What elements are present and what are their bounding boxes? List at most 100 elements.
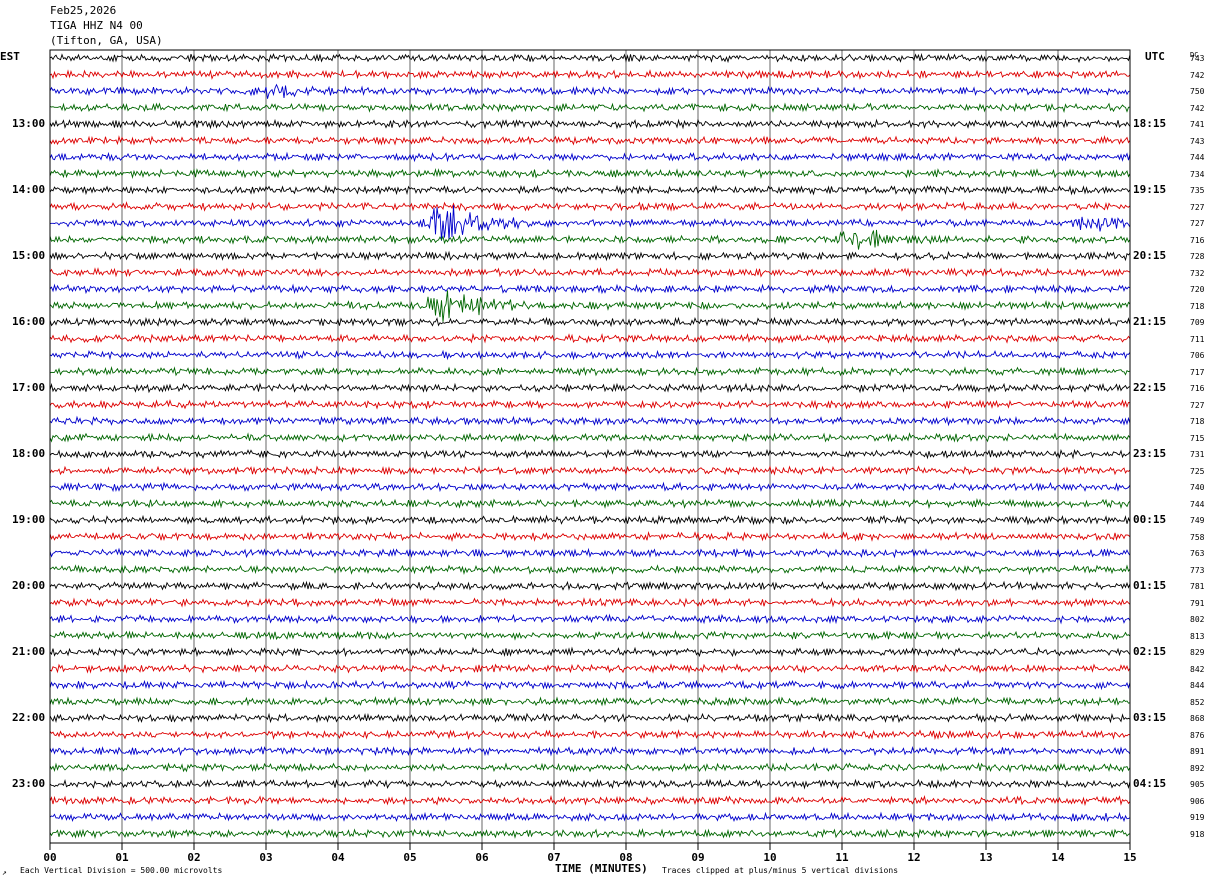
- trace-line-22: [49, 415, 1131, 427]
- x-tick-label-01: 01: [115, 851, 129, 864]
- dc-offset-label: 727: [1190, 202, 1205, 212]
- x-tick-label-07: 07: [547, 851, 561, 864]
- dc-offset-label: 740: [1190, 483, 1205, 492]
- trace-line-30: [49, 547, 1131, 559]
- utc-hour-label: 21:15: [1133, 315, 1167, 328]
- trace-line-10: [49, 205, 1131, 241]
- utc-hour-label: 20:15: [1133, 249, 1167, 262]
- x-tick-marks: [49, 843, 1131, 850]
- dc-offset-label: 725: [1190, 466, 1205, 476]
- trace-line-29: [49, 530, 1131, 542]
- trace-line-3: [49, 102, 1131, 114]
- x-tick-label-00: 00: [43, 851, 57, 864]
- trace-line-4: [49, 118, 1131, 130]
- dc-offset-label: 732: [1190, 268, 1205, 278]
- dc-offset-label: 891: [1190, 747, 1205, 756]
- dc-offset-label: 750: [1190, 87, 1205, 96]
- trace-line-41: [49, 729, 1131, 741]
- trace-line-5: [49, 135, 1131, 146]
- trace-line-2: [49, 83, 1131, 99]
- est-hour-label: 16:00: [12, 315, 46, 328]
- est-hour-label: 13:00: [12, 117, 46, 130]
- trace-line-38: [49, 679, 1131, 691]
- utc-hour-label: 02:15: [1133, 645, 1167, 658]
- est-hour-label: 17:00: [12, 381, 46, 394]
- est-label: EST: [0, 50, 20, 63]
- trace-line-32: [49, 580, 1131, 592]
- trace-line-42: [49, 745, 1131, 757]
- trace-line-17: [49, 332, 1131, 344]
- dc-offset-label: 717: [1190, 367, 1205, 377]
- dc-offset-label: 718: [1190, 417, 1205, 426]
- est-hour-label: 19:00: [12, 513, 46, 526]
- trace-line-15: [49, 290, 1131, 322]
- trace-line-47: [49, 827, 1131, 839]
- trace-group: [49, 52, 1131, 839]
- dc-offset-label: 716: [1190, 235, 1205, 245]
- corner-mark: ↗: [2, 868, 7, 877]
- est-hour-label: 18:00: [12, 447, 46, 460]
- est-hour-label: 23:00: [12, 777, 46, 790]
- trace-line-6: [49, 151, 1131, 163]
- trace-line-16: [49, 316, 1131, 328]
- dc-offset-label: 802: [1190, 615, 1205, 624]
- trace-line-26: [49, 481, 1131, 493]
- x-tick-label-03: 03: [259, 851, 273, 864]
- vertical-division-note: Each Vertical Division = 500.00 microvol…: [20, 866, 223, 875]
- x-tick-label-15: 15: [1123, 851, 1137, 864]
- trace-line-46: [49, 811, 1131, 823]
- dc-offset-label: 876: [1190, 730, 1205, 740]
- dc-offset-label: 781: [1190, 582, 1205, 591]
- plot-frame: [49, 49, 1131, 844]
- dc-offset-label: 727: [1190, 219, 1205, 228]
- header-date: Feb25,2026: [50, 4, 117, 17]
- x-tick-label-14: 14: [1051, 851, 1065, 864]
- dc-offset-label: 905: [1190, 780, 1205, 789]
- dc-offset-label: 842: [1190, 664, 1205, 674]
- x-tick-label-09: 09: [691, 851, 705, 864]
- dc-offset-label: 711: [1190, 334, 1205, 344]
- x-tick-label-02: 02: [187, 851, 201, 864]
- x-tick-label-12: 12: [907, 851, 921, 864]
- dc-offset-label: 706: [1190, 351, 1205, 360]
- trace-line-1: [49, 69, 1131, 80]
- dc-offset-label: 773: [1190, 565, 1205, 575]
- x-tick-label-04: 04: [331, 851, 345, 864]
- trace-line-9: [49, 200, 1131, 212]
- trace-line-21: [49, 399, 1131, 411]
- trace-line-7: [49, 168, 1131, 179]
- dc-offset-label: 743: [1190, 54, 1205, 63]
- dc-offset-label: 844: [1190, 681, 1205, 690]
- trace-line-18: [49, 349, 1131, 361]
- trace-line-27: [49, 497, 1131, 510]
- est-hour-label: 14:00: [12, 183, 46, 196]
- dc-offset-label: 918: [1190, 829, 1205, 839]
- dc-offset-label: 758: [1190, 532, 1205, 542]
- dc-offset-label: 813: [1190, 631, 1205, 641]
- dc-offset-label: 906: [1190, 796, 1205, 806]
- trace-line-40: [49, 712, 1131, 724]
- dc-offset-label: 741: [1190, 120, 1205, 129]
- x-tick-label-05: 05: [403, 851, 417, 864]
- trace-line-44: [49, 778, 1131, 790]
- est-hour-label: 22:00: [12, 711, 46, 724]
- trace-line-12: [49, 250, 1131, 262]
- dc-offset-label: 892: [1190, 763, 1205, 773]
- trace-line-14: [49, 283, 1131, 295]
- dc-offset-label: 709: [1190, 318, 1205, 327]
- trace-line-23: [49, 432, 1131, 443]
- x-tick-label-06: 06: [475, 851, 489, 864]
- utc-hour-label: 00:15: [1133, 513, 1167, 526]
- trace-line-28: [49, 514, 1131, 526]
- trace-line-24: [49, 448, 1131, 460]
- header-station: TIGA HHZ N4 00: [50, 19, 143, 32]
- est-hour-label: 20:00: [12, 579, 46, 592]
- utc-label: UTC: [1145, 50, 1165, 63]
- dc-offset-label: 715: [1190, 433, 1205, 443]
- x-axis-label: TIME (MINUTES): [555, 862, 648, 875]
- dc-offset-label: 742: [1190, 70, 1205, 80]
- dc-offset-label: 763: [1190, 549, 1205, 558]
- dc-offset-label: 744: [1190, 499, 1205, 509]
- trace-line-34: [49, 613, 1131, 625]
- dc-offset-label: 718: [1190, 301, 1205, 311]
